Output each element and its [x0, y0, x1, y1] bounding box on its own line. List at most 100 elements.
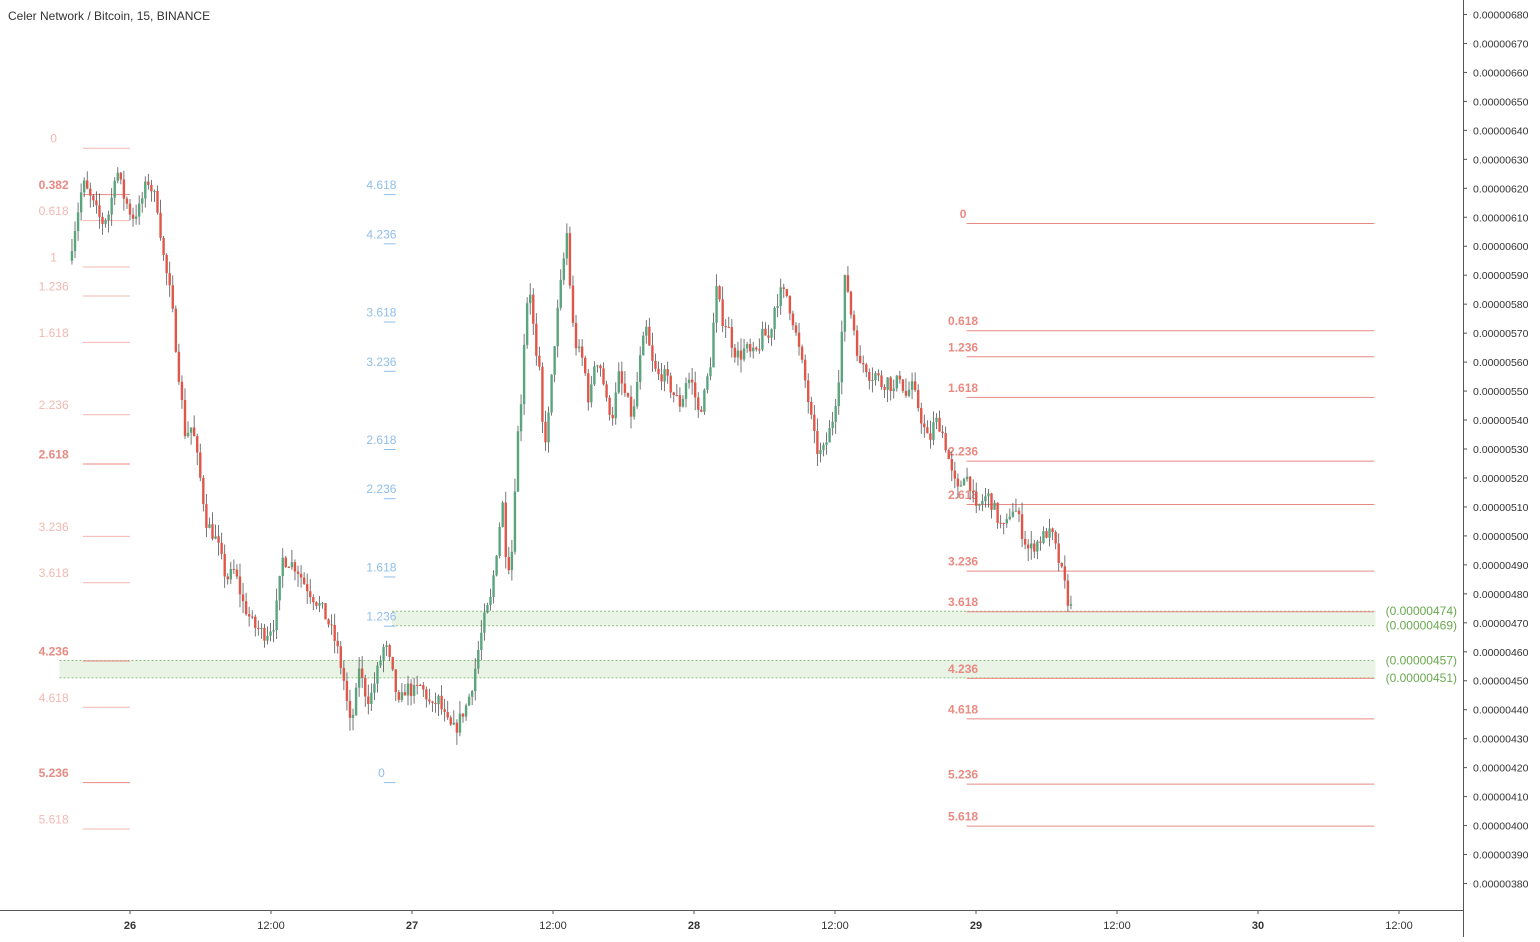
- candle-body: [614, 392, 617, 419]
- candle-body: [137, 203, 141, 217]
- candle-body: [159, 212, 162, 238]
- fib-level-label: 1.618: [948, 381, 978, 395]
- candle-body: [168, 273, 171, 286]
- fib-level-label: 0: [378, 766, 385, 780]
- candle-body: [385, 645, 388, 648]
- price-tick-label: 0.00000530: [1473, 444, 1529, 456]
- candle-body: [733, 347, 737, 358]
- price-tick-label: 0.00000650: [1473, 96, 1529, 108]
- candle-body: [968, 476, 972, 491]
- candle-body: [1042, 531, 1045, 543]
- time-tick-label: 30: [1252, 920, 1264, 932]
- candle-body: [480, 632, 483, 650]
- candle-body: [819, 450, 822, 454]
- price-tick-label: 0.00000640: [1473, 125, 1529, 137]
- price-tick-label: 0.00000670: [1473, 38, 1529, 50]
- zone-fill: [59, 660, 1376, 678]
- candle-body: [348, 700, 352, 718]
- candle-body: [238, 576, 242, 595]
- candle-body: [739, 350, 743, 360]
- candle-body: [376, 665, 379, 684]
- candle-body: [513, 491, 517, 552]
- candle-body: [263, 627, 266, 641]
- candle-body: [895, 375, 899, 389]
- candle-body: [357, 668, 361, 688]
- candle-body: [999, 522, 1002, 524]
- candle-body: [113, 180, 116, 198]
- candle-body: [996, 502, 999, 523]
- candle-body: [220, 542, 223, 554]
- candle-body: [1051, 528, 1054, 532]
- candle-body: [327, 619, 330, 625]
- candle-body: [730, 327, 734, 348]
- price-tick-label: 0.00000460: [1473, 647, 1529, 659]
- candle-body: [623, 383, 627, 393]
- candle-body: [89, 188, 92, 196]
- candle-body: [562, 258, 566, 280]
- candle-body: [409, 683, 413, 696]
- fib-level-label: 4.236: [39, 644, 69, 658]
- candle-body: [296, 571, 300, 574]
- fib-level-label: 2.618: [39, 447, 69, 461]
- candle-body: [321, 603, 324, 605]
- candle-body: [941, 431, 944, 434]
- candle-body: [736, 350, 740, 358]
- candle-body: [199, 452, 202, 478]
- price-tick-label: 0.00000680: [1473, 10, 1529, 22]
- candle-body: [241, 594, 245, 602]
- candle-body: [565, 233, 569, 259]
- candle-body: [495, 555, 498, 576]
- fib-level-label: 4.236: [366, 227, 396, 241]
- candle-body: [587, 373, 590, 403]
- candle-body: [703, 389, 706, 412]
- fib-level-label: 0: [50, 132, 57, 146]
- fib-level-label: 4.618: [366, 178, 396, 192]
- fib-level-label: 1.618: [366, 560, 396, 574]
- candle-body: [391, 656, 394, 670]
- candle-body: [464, 705, 468, 717]
- candle-body: [849, 291, 853, 315]
- candle-body: [165, 254, 168, 274]
- candle-body: [180, 381, 184, 400]
- candle-body: [217, 536, 220, 543]
- candle-body: [813, 414, 816, 432]
- fib-level-label: 2.618: [366, 433, 396, 447]
- fib-level-label: 5.236: [948, 768, 978, 782]
- zone-bottom-label: (0.00000469): [1386, 619, 1457, 633]
- candle-body: [254, 616, 257, 628]
- candle-body: [278, 576, 281, 601]
- candle-body: [205, 504, 208, 528]
- candle-body: [446, 712, 449, 718]
- candle-body: [141, 198, 144, 204]
- candle-body: [1054, 531, 1057, 544]
- candle-body: [82, 180, 86, 193]
- candle-body: [119, 172, 123, 180]
- candle-body: [571, 285, 575, 323]
- fib-level-label: 3.618: [948, 595, 978, 609]
- candle-body: [803, 359, 807, 381]
- candle-body: [629, 396, 633, 417]
- candle-body: [422, 685, 425, 690]
- candle-body: [403, 692, 407, 696]
- candle-body: [663, 369, 666, 382]
- candle-body: [886, 377, 889, 390]
- fib-level-label: 4.236: [948, 662, 978, 676]
- candle-body: [920, 408, 923, 424]
- candle-body: [415, 684, 419, 686]
- candle-body: [645, 326, 648, 336]
- candle-body: [929, 433, 932, 440]
- candle-body: [889, 377, 892, 392]
- candle-body: [1066, 580, 1070, 606]
- candle-body: [642, 335, 645, 356]
- fib-level-label: 5.236: [39, 766, 69, 780]
- candle-body: [431, 701, 434, 703]
- candle-body: [654, 360, 657, 369]
- candle-body: [1014, 510, 1018, 512]
- candle-body: [712, 322, 715, 368]
- price-tick-label: 0.00000380: [1473, 879, 1529, 891]
- candle-body: [538, 355, 541, 367]
- price-tick-label: 0.00000480: [1473, 589, 1529, 601]
- candle-body: [360, 668, 364, 678]
